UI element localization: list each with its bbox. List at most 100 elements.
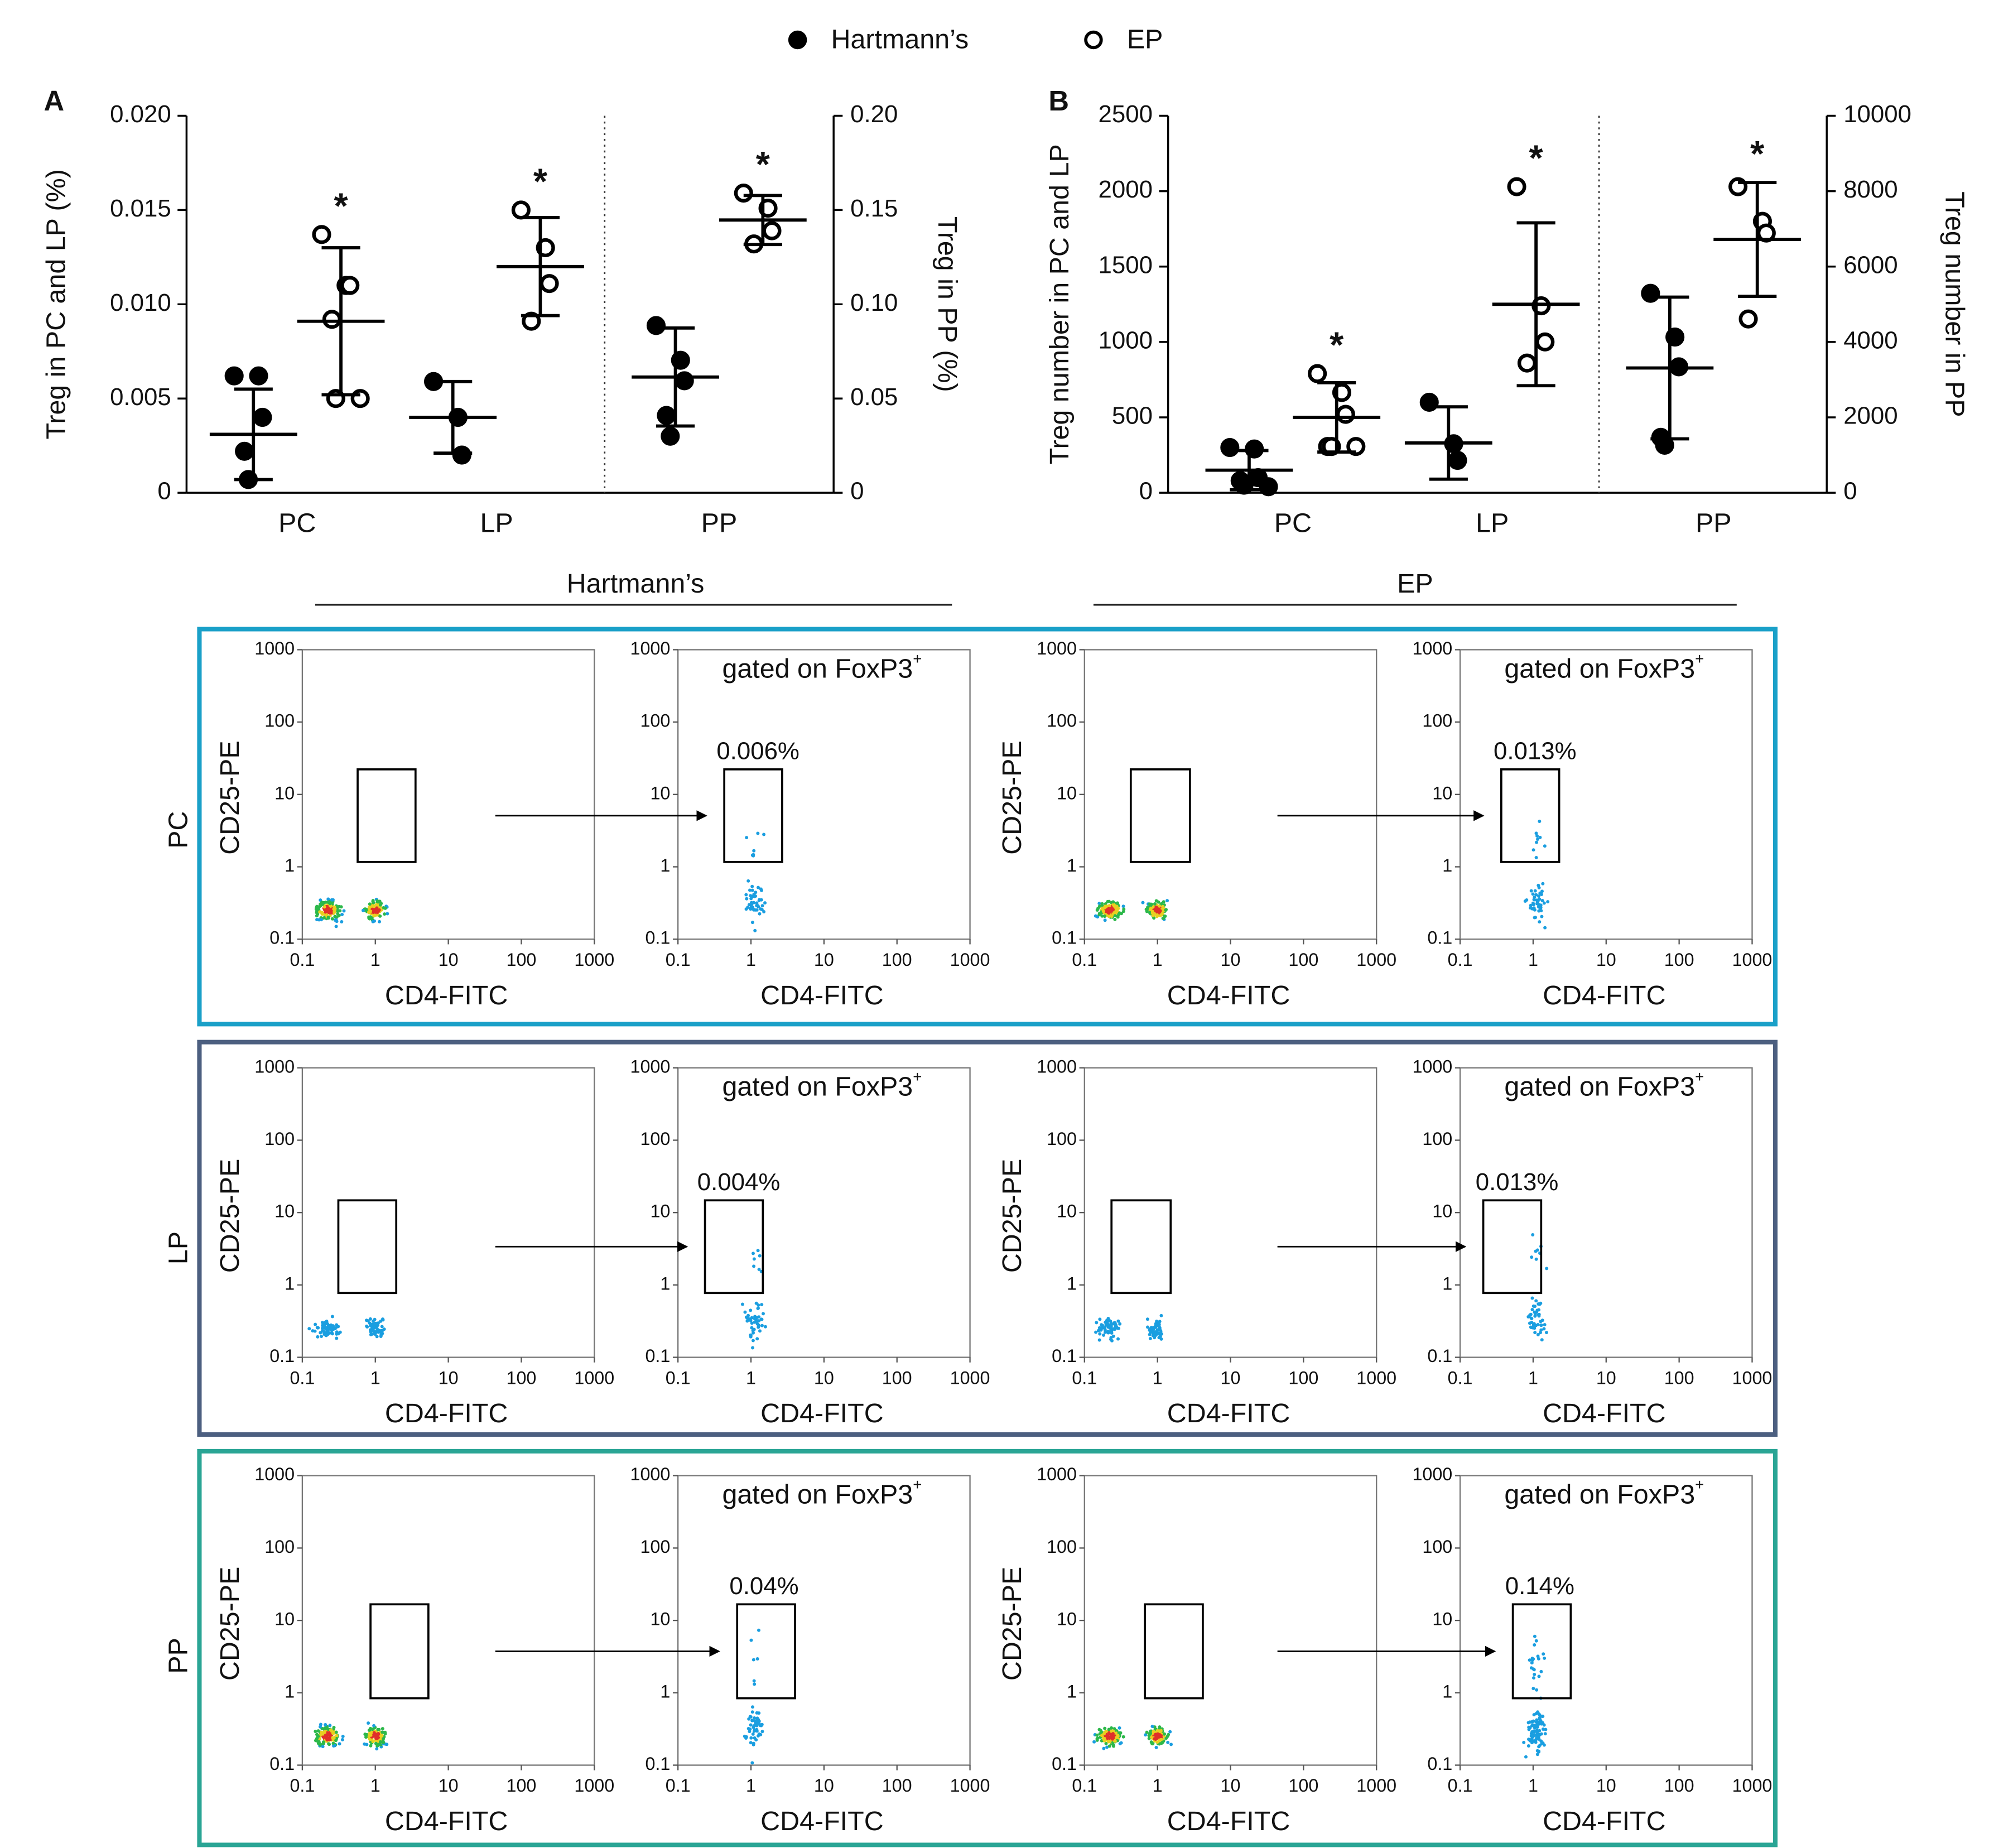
event-dot (753, 1682, 757, 1686)
y-tick-label: 100 (1047, 1129, 1077, 1149)
y2-axis-label: Treg in PP (%) (932, 216, 962, 392)
event-dot (751, 1346, 755, 1350)
data-point (1535, 332, 1555, 352)
gate (1110, 1199, 1172, 1294)
event-dot (749, 1736, 753, 1740)
event-dot (745, 897, 749, 901)
x-tick-label: 10 (1596, 950, 1616, 970)
event-dot (1529, 1325, 1533, 1329)
event-dot (328, 1724, 332, 1727)
event-dot (1159, 1738, 1163, 1741)
event-dot (1530, 1296, 1534, 1300)
event-dot (1165, 1734, 1169, 1738)
event-dot (759, 887, 763, 891)
row-frame (197, 627, 1778, 1027)
y-tick-label: 100 (264, 711, 295, 731)
y-tick-label: 500 (1112, 402, 1153, 430)
event-dot (1540, 898, 1544, 902)
event-dot (1102, 1333, 1106, 1337)
x-tick-label: 100 (1664, 1775, 1694, 1796)
event-dot (753, 1320, 757, 1324)
gate-title-text: gated on FoxP3 (722, 1071, 913, 1101)
y-tick-label: 1000 (254, 1464, 295, 1484)
event-dot (760, 1303, 764, 1307)
y-axis-label: CD25-PE (997, 1567, 1027, 1681)
event-dot (330, 1315, 334, 1318)
event-dot (316, 1734, 320, 1738)
event-dot (1145, 1730, 1149, 1734)
column-header: Hartmann’s (567, 569, 705, 599)
x-tick-label: 1 (1528, 950, 1538, 970)
event-dot (333, 918, 337, 922)
event-dot (369, 909, 373, 913)
x-tick-label: 0.1 (1072, 1368, 1097, 1388)
event-dot (324, 1334, 328, 1337)
y-tick-label: 1000 (254, 638, 295, 658)
y-tick-label: 100 (1422, 1129, 1452, 1149)
data-point (312, 225, 331, 244)
event-dot (759, 1317, 763, 1321)
event-dot (368, 902, 372, 906)
event-dot (368, 1317, 372, 1321)
y-tick-label: 10 (650, 783, 670, 803)
x-tick-label: 0.1 (666, 1775, 691, 1796)
event-dot (327, 911, 331, 915)
y-tick-label: 10 (274, 1201, 295, 1221)
x-tick-label: 1000 (574, 1368, 614, 1388)
y-tick-label: 1 (660, 855, 670, 875)
event-dot (1096, 1329, 1100, 1332)
event-dot (750, 853, 754, 857)
event-dot (750, 1321, 754, 1325)
event-dot (1540, 915, 1544, 918)
event-dot (1097, 1338, 1101, 1342)
event-dot (1160, 902, 1164, 906)
event-dot (1523, 899, 1527, 903)
x-axis-label: CD4-FITC (1543, 980, 1666, 1010)
plot-frame (1083, 649, 1378, 940)
event-dot (372, 914, 376, 918)
event-dot (1529, 889, 1533, 893)
event-dot (752, 907, 755, 911)
event-dot (1537, 1657, 1540, 1661)
event-dot (1538, 1717, 1542, 1721)
data-point (340, 276, 360, 295)
y-tick-label: 100 (1047, 711, 1077, 731)
event-dot (383, 906, 387, 910)
y-tick-label: 10 (1057, 1609, 1077, 1629)
event-dot (1110, 1726, 1114, 1730)
event-dot (1097, 902, 1101, 906)
event-dot (752, 1724, 756, 1727)
event-dot (1115, 901, 1119, 905)
event-dot (1537, 1674, 1541, 1678)
event-dot (382, 1740, 386, 1744)
event-dot (749, 1741, 753, 1745)
gate-title-sup: + (913, 1476, 922, 1493)
event-dot (1105, 1745, 1109, 1749)
event-dot (340, 1738, 344, 1741)
y-tick-label: 0.015 (110, 195, 171, 222)
event-dot (759, 907, 763, 911)
event-dot (755, 1337, 759, 1341)
y-tick-label: 1000 (630, 1056, 671, 1076)
event-dot (1098, 1332, 1102, 1336)
event-dot (1542, 901, 1546, 905)
event-dot (314, 1729, 317, 1733)
event-dot (1113, 1739, 1117, 1743)
event-dot (335, 909, 339, 913)
event-dot (747, 1317, 751, 1321)
event-dot (1164, 908, 1168, 912)
x-tick-label: 1000 (1732, 950, 1773, 970)
x-tick-label: 10 (814, 950, 834, 970)
event-dot (381, 1317, 384, 1321)
event-dot (1107, 911, 1111, 915)
data-point (1336, 405, 1355, 424)
event-dot (1542, 1743, 1546, 1747)
event-dot (1538, 891, 1542, 895)
gate-title-text: gated on FoxP3 (1504, 1479, 1695, 1509)
data-point (511, 200, 531, 220)
x-tick-label: 0.1 (1448, 1775, 1473, 1796)
y-tick-label: 1000 (1412, 1056, 1452, 1076)
data-point (1259, 477, 1278, 497)
event-dot (327, 907, 331, 911)
x-tick-label: 0.1 (1448, 950, 1473, 970)
